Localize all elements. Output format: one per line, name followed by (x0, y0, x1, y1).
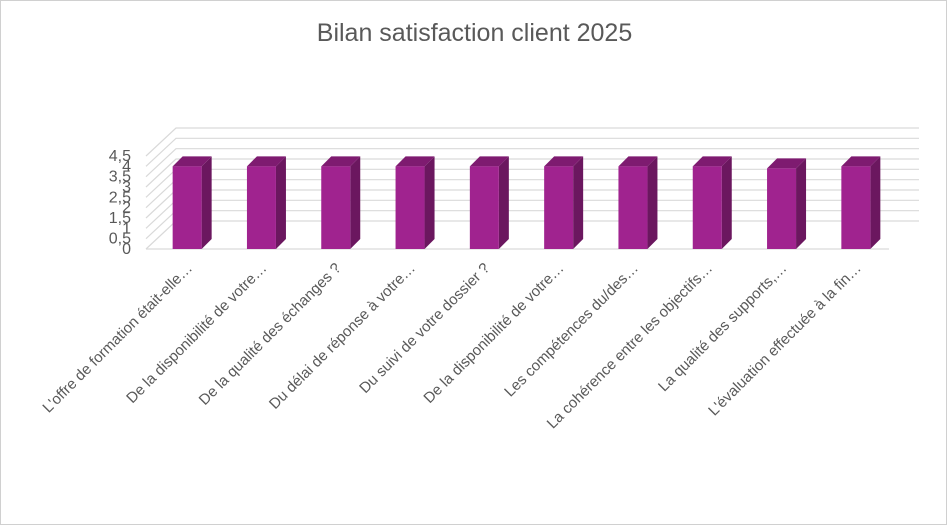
y-tick-label: 2 (122, 200, 131, 217)
bar-side (424, 156, 435, 249)
gridline (145, 148, 919, 178)
bar-top (395, 156, 435, 167)
bar-top (544, 156, 584, 167)
x-category-label: Du suivi de votre dossier ? (356, 260, 493, 397)
bar-side (201, 156, 212, 249)
bar (618, 166, 648, 249)
bar-top (469, 156, 509, 167)
bar-side (870, 156, 881, 249)
bar-side (498, 156, 509, 249)
bar-top (767, 158, 807, 169)
x-category-label: Du délai de réponse à votre… (266, 260, 419, 413)
bar (544, 166, 574, 249)
bar-top (172, 156, 212, 167)
bar (172, 166, 202, 249)
y-tick-label: 2,5 (109, 189, 131, 206)
chart-title: Bilan satisfaction client 2025 (316, 19, 633, 47)
x-category-label: De la qualité des échanges ? (196, 260, 345, 409)
x-category-label: Les compétences du/des… (501, 260, 642, 401)
y-tick-label: 0 (122, 241, 131, 258)
bar (767, 168, 797, 249)
y-tick-label: 3 (122, 179, 131, 196)
y-tick-label: 4,5 (109, 148, 131, 165)
x-category-label: L'offre de formation était-elle… (39, 260, 196, 417)
bar (692, 166, 722, 249)
x-category-label: L'évaluation effectuée à la fin… (705, 260, 865, 420)
y-tick-label: 1,5 (109, 210, 131, 227)
bar-side (647, 156, 658, 249)
bar (246, 166, 276, 249)
bar-side (573, 156, 584, 249)
x-category-label: De la disponibilité de votre… (123, 260, 270, 407)
bar-side (721, 156, 732, 249)
bar-top (841, 156, 881, 167)
gridline (145, 158, 919, 188)
bar-top (692, 156, 732, 167)
y-tick-label: 3,5 (109, 169, 131, 186)
bar-top (618, 156, 658, 167)
bar (321, 166, 351, 249)
y-tick-label: 4 (122, 158, 131, 175)
bar (395, 166, 425, 249)
bar-side (796, 158, 807, 249)
y-tick-label: 0,5 (109, 231, 131, 248)
bar-side (275, 156, 286, 249)
bar-side (350, 156, 361, 249)
x-category-label: La qualité des supports,… (655, 260, 790, 395)
x-category-label: La cohérence entre les objectifs… (544, 260, 716, 432)
bar-top (321, 156, 361, 167)
gridline (145, 137, 919, 167)
gridline (145, 127, 919, 157)
y-tick-label: 1 (122, 220, 131, 237)
bar (841, 166, 871, 249)
bar-top (246, 156, 286, 167)
x-category-label: De la disponibilité de votre… (420, 260, 567, 407)
bar (469, 166, 499, 249)
